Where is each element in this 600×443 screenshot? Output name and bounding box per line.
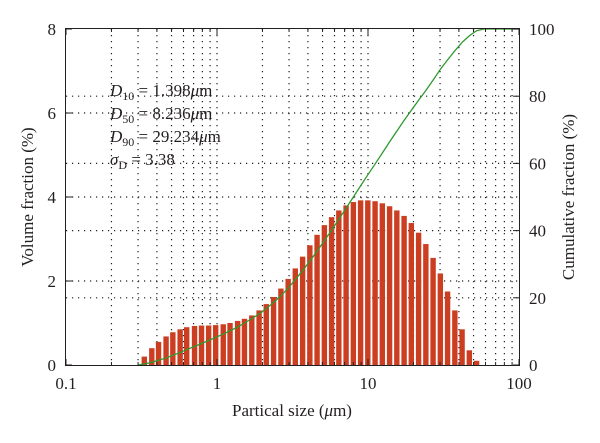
volume-bar: [285, 278, 291, 365]
y-right-tick-label: 40: [529, 222, 546, 241]
y-left-tick-label: 4: [48, 188, 57, 207]
y-left-tick-label: 2: [48, 272, 57, 291]
volume-bar: [466, 350, 473, 365]
volume-bar: [220, 324, 226, 365]
y-right-tick-label: 0: [529, 356, 538, 375]
volume-bar: [263, 304, 269, 365]
volume-fraction-bars: [141, 200, 480, 365]
volume-bar: [408, 223, 415, 365]
y-left-tick-label: 8: [48, 20, 57, 39]
volume-bar: [357, 200, 364, 365]
y-axis-left-label: Volume fraction (%): [18, 127, 37, 266]
y-right-tick-label: 20: [529, 289, 546, 308]
volume-bar: [184, 327, 190, 365]
volume-bar: [365, 200, 371, 365]
volume-bar: [386, 206, 393, 365]
statistic-line: D50 = 8.236μm: [109, 104, 212, 126]
volume-bar: [256, 310, 262, 365]
x-tick-label: 1: [213, 374, 222, 393]
volume-bar: [155, 341, 162, 365]
volume-bar: [401, 215, 407, 365]
volume-bar: [177, 329, 183, 365]
volume-bar: [452, 310, 458, 365]
y-axis-right-label: Cumulative fraction (%): [559, 114, 578, 280]
grid-lines: [66, 29, 519, 365]
volume-bar: [163, 336, 169, 365]
volume-bar: [299, 256, 306, 365]
x-tick-label: 0.1: [55, 374, 76, 393]
volume-bar: [321, 225, 328, 365]
volume-bar: [473, 360, 480, 365]
volume-bar: [314, 234, 320, 365]
cumulative-fraction-line-group: [137, 28, 519, 366]
cumulative-fraction-line: [137, 28, 519, 366]
volume-bar: [394, 210, 400, 365]
volume-bar: [430, 257, 436, 365]
volume-bar: [336, 210, 342, 365]
y-right-tick-label: 60: [529, 154, 546, 173]
volume-bar: [170, 332, 176, 365]
volume-bar: [149, 348, 155, 365]
volume-bar: [249, 315, 255, 365]
volume-bar: [212, 325, 219, 365]
y-right-tick-label: 80: [529, 87, 546, 106]
volume-bar: [379, 203, 386, 365]
plot-frame: [65, 28, 520, 366]
volume-bar: [278, 288, 284, 365]
volume-bar: [141, 356, 147, 365]
y-right-tick-label: 100: [529, 20, 555, 39]
volume-bar: [415, 232, 422, 365]
volume-bar: [198, 325, 205, 365]
x-tick-label: 10: [360, 374, 377, 393]
volume-bar: [241, 318, 248, 365]
statistic-line: σD = 3.38: [110, 150, 175, 172]
volume-bar: [423, 244, 429, 365]
volume-bar: [292, 268, 298, 365]
y-left-tick-label: 0: [48, 356, 57, 375]
statistic-line: D90 = 29.234μm: [109, 127, 221, 149]
volume-bar: [205, 325, 212, 365]
volume-bar: [227, 323, 233, 365]
volume-bar: [328, 217, 335, 365]
x-axis-label: Partical size (μm): [232, 401, 352, 420]
volume-bar: [350, 202, 357, 365]
volume-bar: [372, 201, 378, 365]
volume-bar: [437, 273, 444, 365]
axis-ticks: [65, 28, 520, 366]
x-tick-label: 100: [506, 374, 532, 393]
volume-bar: [444, 291, 451, 365]
volume-bar: [343, 205, 349, 365]
statistic-line: D10 = 1.398μm: [109, 81, 212, 103]
volume-bar: [270, 296, 277, 365]
volume-bar: [307, 245, 313, 365]
y-left-tick-label: 6: [48, 104, 57, 123]
volume-bar: [234, 320, 241, 365]
volume-bar: [191, 325, 198, 365]
volume-bar: [459, 329, 465, 365]
